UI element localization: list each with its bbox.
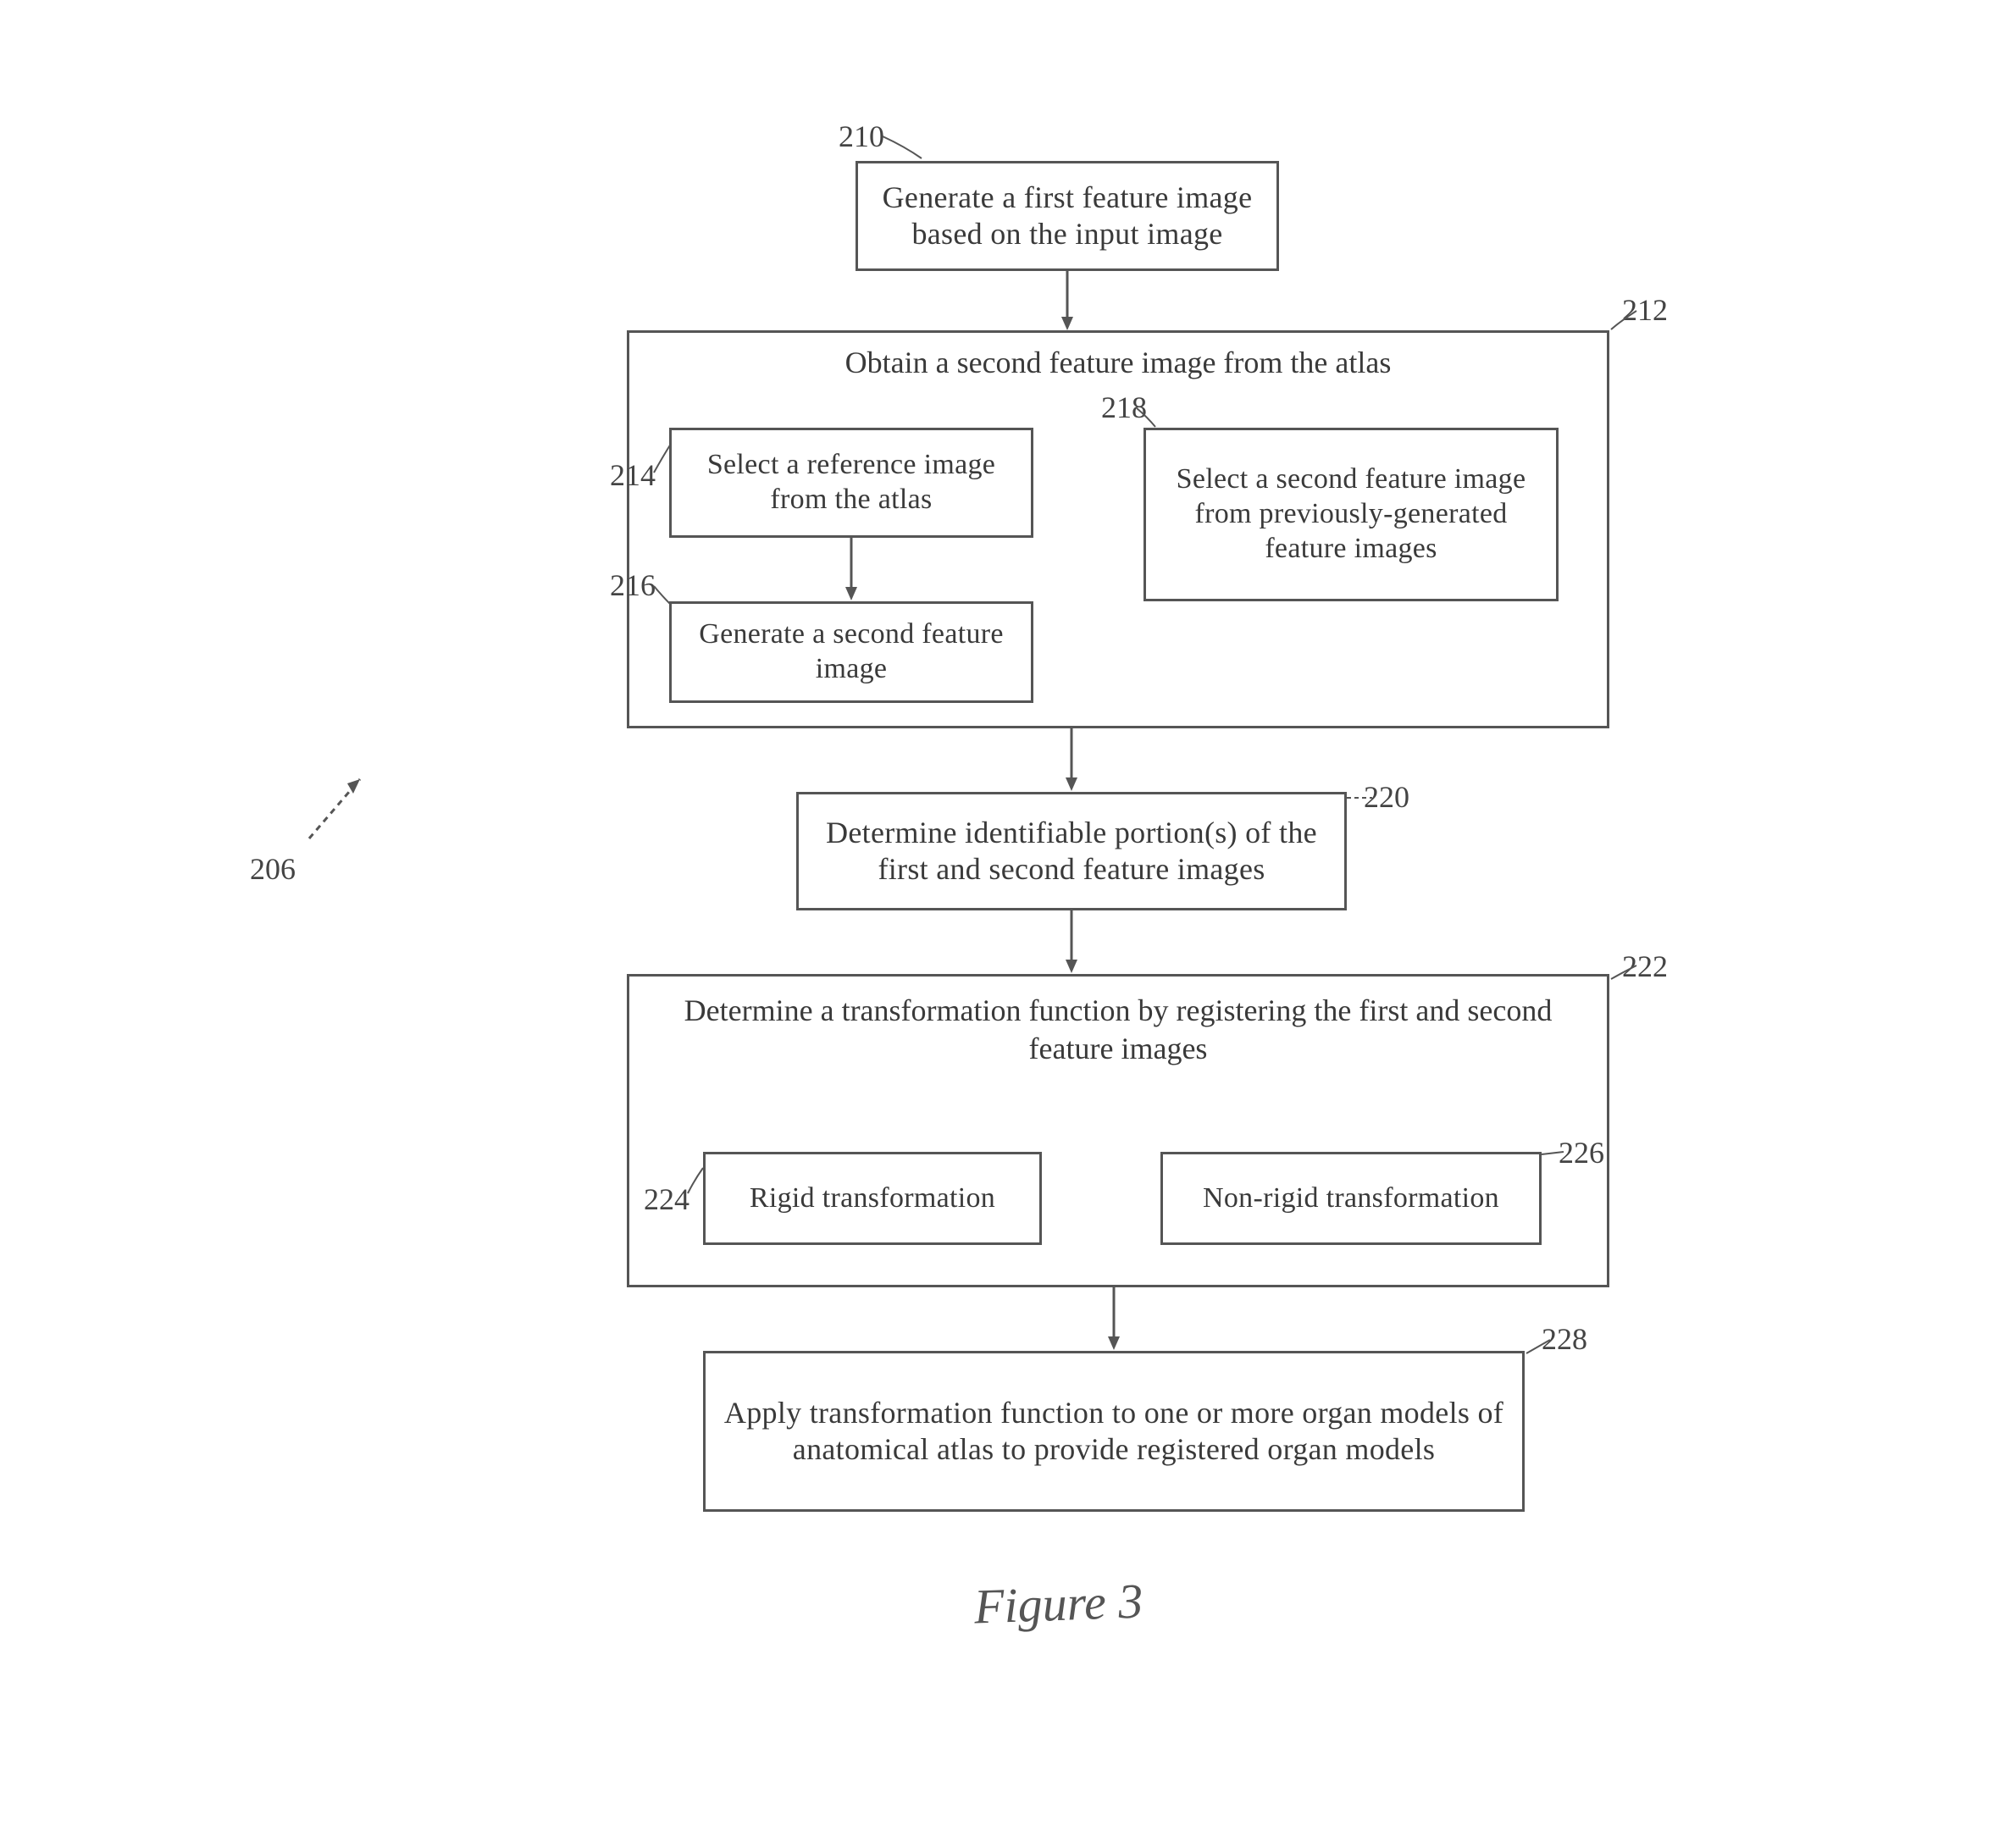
ref-214: 214: [610, 457, 656, 493]
box-identifiable-portions: Determine identifiable portion(s) of the…: [796, 792, 1347, 910]
arrow-210-212: [1060, 271, 1075, 334]
box-226-text: Non-rigid transformation: [1203, 1181, 1499, 1216]
box-select-previous: Select a second feature image from previ…: [1143, 428, 1559, 601]
ref-224: 224: [644, 1181, 689, 1217]
box-224-text: Rigid transformation: [750, 1181, 995, 1216]
box-select-reference: Select a reference image from the atlas: [669, 428, 1033, 538]
leader-222: [1608, 964, 1642, 984]
box-first-feature: Generate a first feature image based on …: [856, 161, 1279, 271]
figure-caption: Figure 3: [973, 1573, 1143, 1635]
arrow-220-222: [1064, 910, 1079, 977]
leader-218: [1135, 407, 1160, 432]
box-218-text: Select a second feature image from previ…: [1161, 462, 1541, 566]
leader-212: [1608, 309, 1642, 335]
ref-206-arrow: [301, 762, 385, 847]
box-214-text: Select a reference image from the atlas: [687, 448, 1016, 517]
arrow-222-228: [1106, 1287, 1121, 1353]
arrow-212-220: [1064, 728, 1079, 794]
leader-226: [1542, 1150, 1570, 1159]
box-apply-transformation: Apply transformation function to one or …: [703, 1351, 1525, 1512]
ref-210: 210: [839, 119, 884, 154]
ref-216: 216: [610, 567, 656, 603]
leader-224: [686, 1165, 708, 1195]
box-216-text: Generate a second feature image: [687, 617, 1016, 687]
diagram-canvas: 206 Generate a first feature image based…: [0, 0, 1999, 1848]
leader-214: [652, 440, 678, 474]
leader-228: [1525, 1338, 1555, 1357]
ref-206: 206: [250, 851, 296, 887]
box-220-text: Determine identifiable portion(s) of the…: [814, 815, 1329, 888]
arrow-214-216: [844, 538, 859, 604]
container-212-title: Obtain a second feature image from the a…: [629, 345, 1607, 380]
leader-220: [1347, 794, 1381, 801]
box-210-text: Generate a first feature image based on …: [873, 180, 1261, 252]
container-222-title: Determine a transformation function by r…: [663, 992, 1573, 1068]
box-nonrigid: Non-rigid transformation: [1160, 1152, 1542, 1245]
leader-216: [652, 584, 676, 610]
box-generate-second: Generate a second feature image: [669, 601, 1033, 703]
leader-210: [881, 131, 932, 165]
box-rigid: Rigid transformation: [703, 1152, 1042, 1245]
box-228-text: Apply transformation function to one or …: [721, 1395, 1507, 1468]
